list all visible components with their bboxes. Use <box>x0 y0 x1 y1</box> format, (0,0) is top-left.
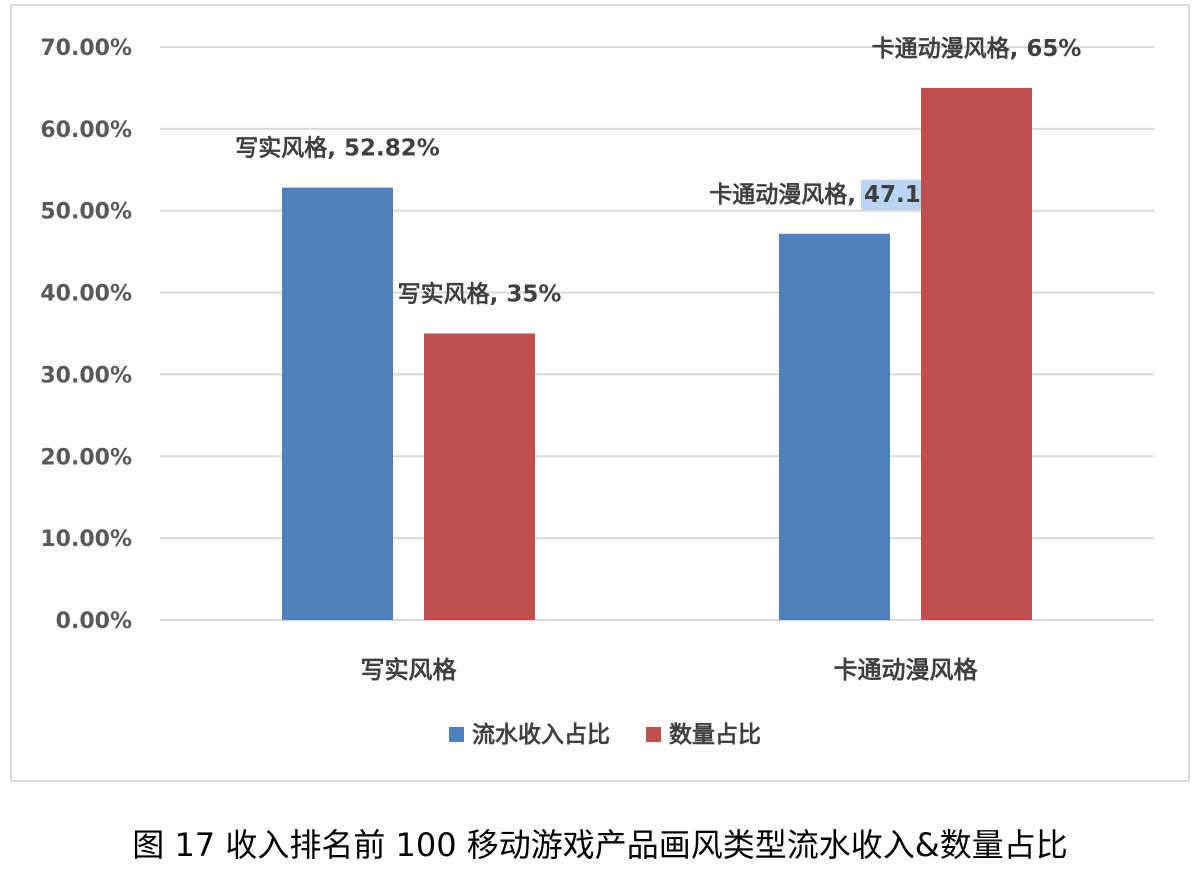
chart-frame: 0.00% 10.00% 20.00% 30.00% 40.00% 50.00% 60.00… <box>10 4 1190 782</box>
bar <box>921 87 1032 620</box>
y-tick-label: 30.00% <box>40 363 132 388</box>
y-tick-label: 60.00% <box>40 118 132 143</box>
legend-label: 流水收入占比 <box>472 721 610 748</box>
y-tick-label: 70.00% <box>40 36 132 61</box>
bar <box>779 233 890 620</box>
data-label: 写实风格, 35% <box>398 281 562 308</box>
legend-label: 数量占比 <box>669 722 761 748</box>
y-tick-label: 10.00% <box>40 527 132 552</box>
x-category-label: 卡通动漫风格 <box>834 656 979 684</box>
bar-chart: 0.00% 10.00% 20.00% 30.00% 40.00% 50.00% 60.00… <box>40 35 1154 748</box>
y-tick-label: 40.00% <box>40 282 132 307</box>
y-tick-label: 20.00% <box>40 445 132 470</box>
data-label: 卡通动漫风格, 65% <box>872 35 1082 62</box>
legend-swatch <box>449 727 464 742</box>
data-label: 写实风格, 52.82% <box>235 135 440 162</box>
figure-caption: 图 17 收入排名前 100 移动游戏产品画风类型流水收入&数量占比 <box>132 826 1068 864</box>
x-category-label: 写实风格 <box>361 656 458 684</box>
y-tick-label: 0.00% <box>56 609 132 634</box>
bar <box>282 187 393 621</box>
bar <box>424 333 535 620</box>
y-tick-label: 50.00% <box>40 200 132 225</box>
legend-swatch <box>646 727 661 742</box>
